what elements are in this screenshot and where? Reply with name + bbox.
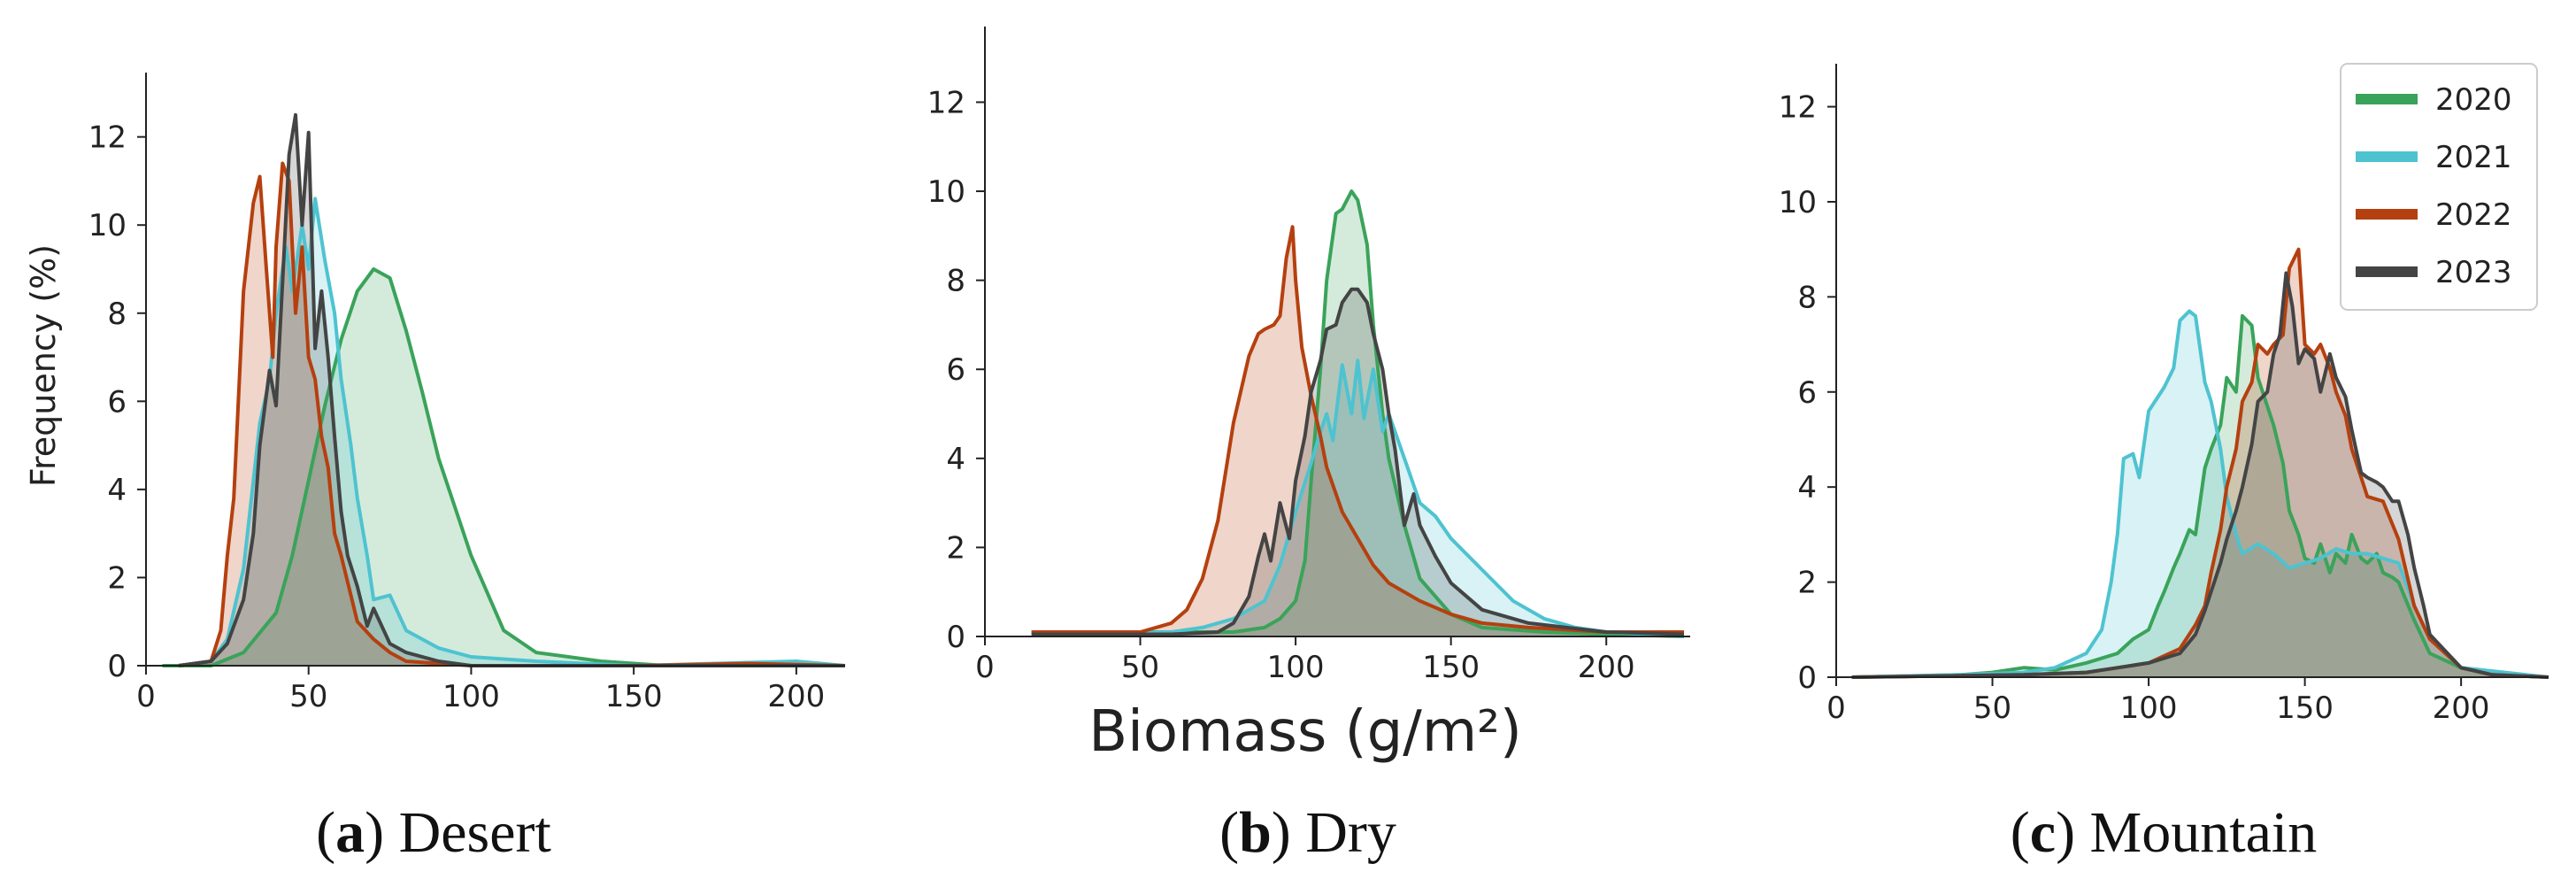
svg-text:(a) Desert: (a) Desert [316,800,551,865]
area-b-2021 [1031,360,1684,636]
x-tick-label-b-0: 0 [975,650,995,685]
caption-c: (c) Mountain [2011,800,2317,865]
x-axis-label: Biomass (g/m²) [1088,699,1522,765]
y-tick-label-c-6: 6 [1797,375,1817,411]
legend-label-2023: 2023 [2435,255,2512,290]
y-tick-label-c-12: 12 [1779,90,1817,126]
caption-a-letter: a [335,800,365,865]
x-tick-label-b-100: 100 [1267,650,1325,685]
caption-b: (b) Dry [1219,800,1396,865]
x-tick-label-b-50: 50 [1121,650,1159,685]
x-tick-label-c-0: 0 [1826,690,1846,726]
y-axis-label: Frequency (%) [24,244,63,487]
caption-a-text: ) Desert [365,800,551,865]
x-tick-label-a-150: 150 [605,679,663,714]
line-c-2021 [1851,309,2549,679]
svg-text:(c) Mountain: (c) Mountain [2011,800,2317,865]
panel-a-desert: 0 50 100 150 200 0 2 4 6 8 10 12 [88,73,846,714]
line-c-2022 [1851,247,2549,679]
x-tick-label-b-150: 150 [1422,650,1480,685]
x-tick-label-a-0: 0 [136,679,156,714]
area-c-2023 [1851,273,2549,677]
y-tick-label-c-2: 2 [1797,566,1817,601]
x-tick-label-c-100: 100 [2120,690,2178,726]
area-c-2022 [1851,249,2549,677]
line-b-2023 [1031,287,1685,636]
caption-c-letter: c [2030,800,2056,865]
line-c-2023 [1851,271,2549,679]
y-tick-label-b-8: 8 [946,264,965,299]
line-c-2020 [1851,313,2549,679]
y-tick-label-a-2: 2 [107,560,127,596]
y-tick-label-a-4: 4 [107,473,127,508]
y-tick-label-a-12: 12 [88,120,127,156]
y-tick-label-a-10: 10 [88,208,127,243]
area-b-2023 [1031,289,1684,636]
y-tick-label-b-6: 6 [946,352,965,388]
legend-label-2020: 2020 [2435,82,2512,118]
x-tick-label-a-50: 50 [289,679,327,714]
area-a-2022 [178,163,845,666]
legend-frame [2340,63,2538,311]
svg-text:(b) Dry: (b) Dry [1219,800,1396,865]
caption-c-text: ) Mountain [2056,800,2317,865]
y-tick-label-c-0: 0 [1797,660,1817,696]
y-tick-label-a-0: 0 [107,649,127,684]
caption-b-letter: b [1239,800,1272,865]
legend-label-2022: 2022 [2435,197,2512,233]
y-tick-label-a-8: 8 [107,297,127,332]
line-b-2021 [1031,359,1685,638]
x-tick-label-c-200: 200 [2433,690,2490,726]
caption-a: (a) Desert [316,800,551,865]
panel-c-mountain: 0 50 100 150 200 0 2 4 6 8 10 12 [1779,64,2549,726]
y-tick-label-c-10: 10 [1779,185,1817,220]
y-tick-label-c-4: 4 [1797,470,1817,505]
line-a-2022 [178,161,846,667]
y-tick-label-c-8: 8 [1797,280,1817,315]
legend: 2020 2021 2022 2023 [2340,63,2538,311]
y-tick-label-b-4: 4 [946,442,965,477]
y-tick-label-a-6: 6 [107,384,127,420]
line-a-2020 [162,267,845,667]
area-a-2020 [162,269,846,666]
y-tick-label-b-10: 10 [927,174,965,210]
y-tick-label-b-2: 2 [946,530,965,566]
area-b-2020 [1031,191,1684,636]
area-c-2020 [1851,315,2549,677]
x-tick-label-c-150: 150 [2276,690,2334,726]
line-b-2022 [1031,225,1684,634]
x-tick-label-b-200: 200 [1578,650,1635,685]
area-b-2022 [1031,227,1684,636]
legend-label-2021: 2021 [2435,140,2512,175]
panel-b-dry: 0 50 100 150 200 0 2 4 6 8 10 12 [927,27,1690,685]
y-tick-label-b-0: 0 [946,620,965,655]
y-tick-label-b-12: 12 [927,85,965,120]
x-tick-label-a-100: 100 [442,679,500,714]
x-tick-label-c-50: 50 [1973,690,2011,726]
caption-b-text: ) Dry [1272,800,1396,865]
x-tick-label-a-200: 200 [767,679,825,714]
area-a-2023 [178,114,845,667]
line-a-2023 [178,112,845,667]
